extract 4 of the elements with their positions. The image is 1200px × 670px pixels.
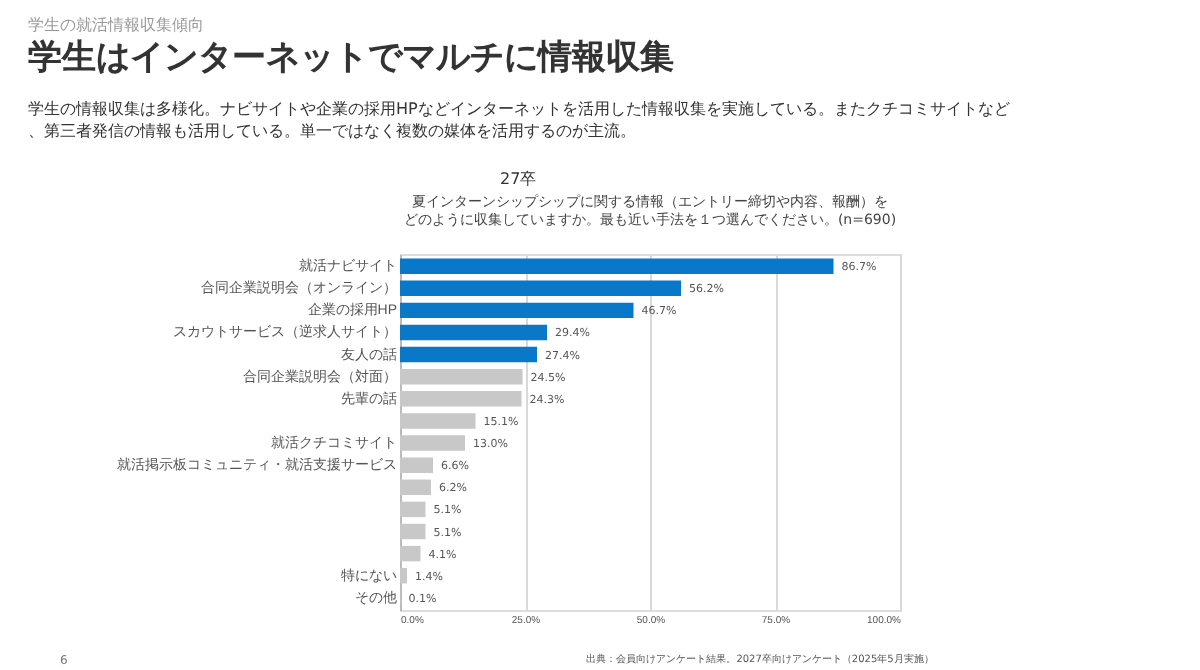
text: 27卒 [500,170,537,188]
text: 学生の就活情報収集傾向 [28,16,204,34]
chart-title: 学生はインターネットでマルチに情報収集 [28,38,674,78]
chart-subtitle: 学生の情報収集は多様化。ナビサイトや企業の採用HPなどインターネットを活用した情報収集を実施している。またクチコミサイトなど、第三者発信の情報も活用している。単一ではなく複数の媒体を活用するのが主流。 [28,100,1010,140]
